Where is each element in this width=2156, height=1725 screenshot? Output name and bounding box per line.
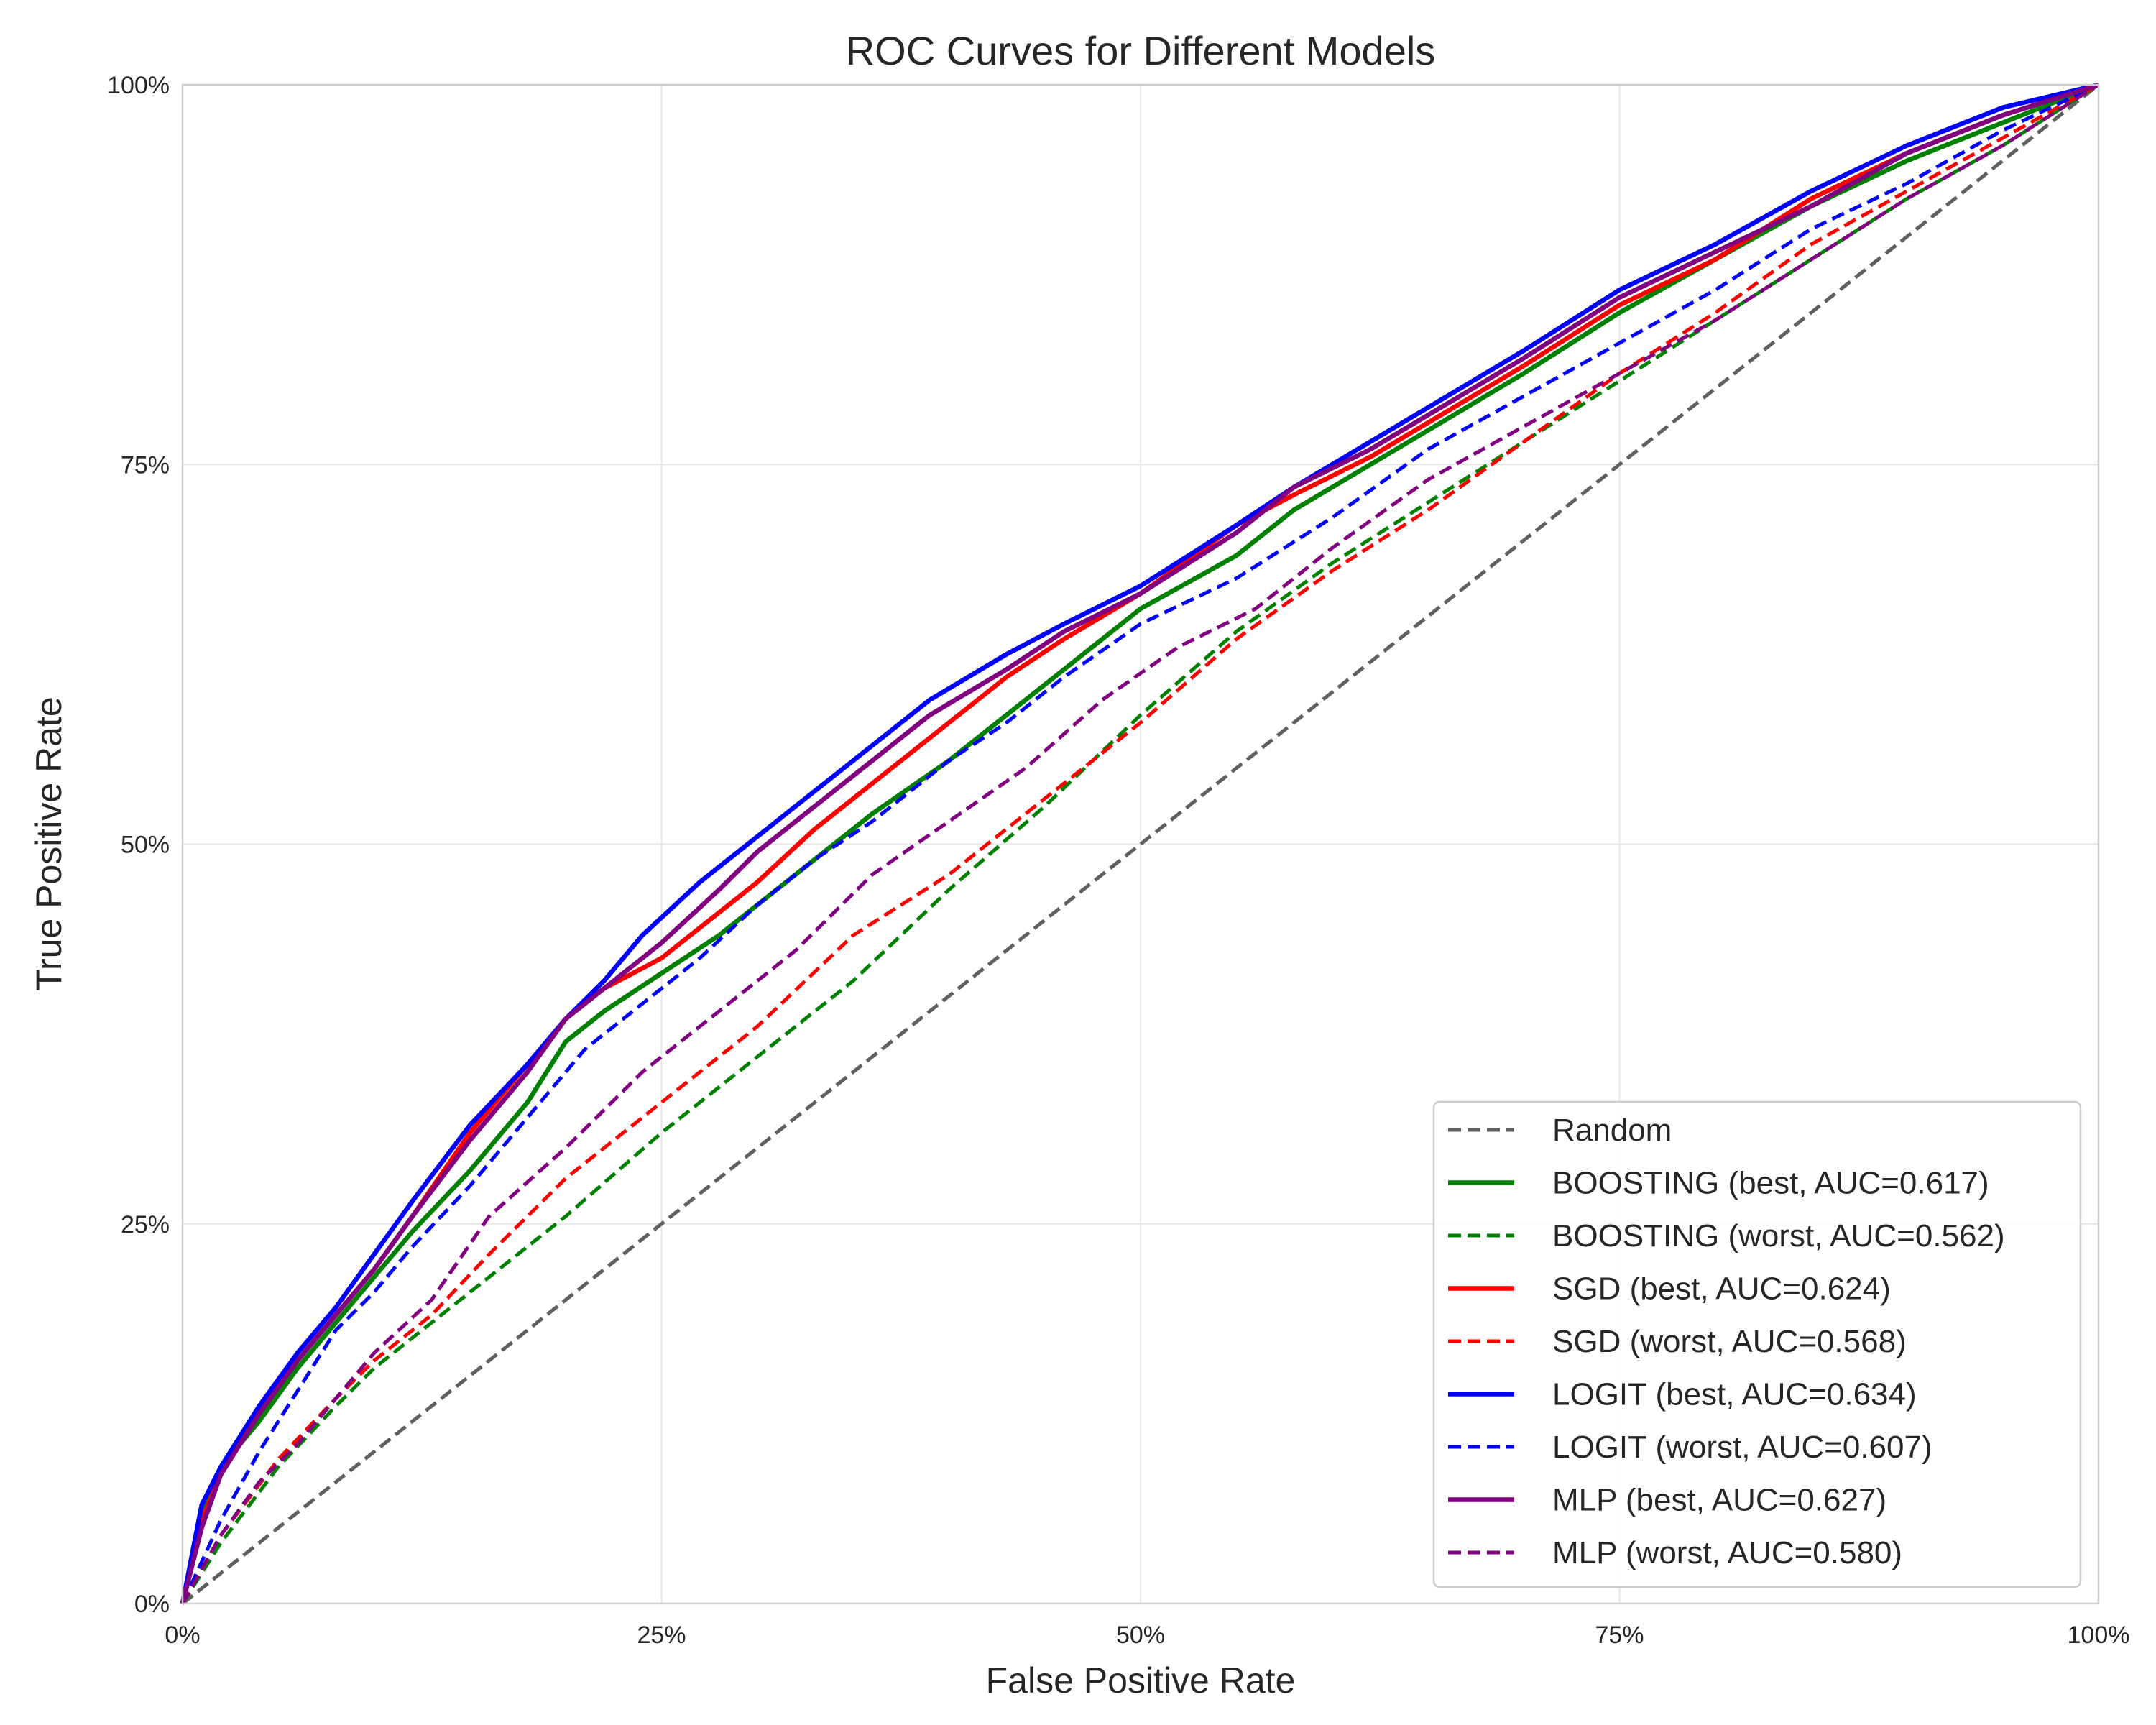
y-tick-label: 100%: [107, 72, 170, 99]
series-lines: [180, 82, 2100, 1605]
series-line-logit-worst-auc-0-607: [180, 83, 2100, 1605]
legend-label: SGD (worst, AUC=0.568): [1552, 1324, 1907, 1359]
tick-labels: 0% 25% 50% 75% 100% 0% 25% 50% 75% 100%: [107, 72, 2129, 1649]
series-line-mlp-worst-auc-0-580: [180, 83, 2100, 1605]
x-tick-label: 25%: [637, 1622, 686, 1649]
legend-label: SGD (best, AUC=0.624): [1552, 1271, 1891, 1307]
plot-frame: [181, 83, 2100, 1605]
y-tick-label: 50%: [121, 832, 170, 859]
x-tick-label: 0%: [165, 1622, 200, 1649]
y-axis-label: True Positive Rate: [29, 696, 69, 990]
y-tick-label: 25%: [121, 1211, 170, 1238]
series-line-boosting-best-auc-0-617: [180, 82, 2100, 1604]
y-tick-label: 0%: [134, 1591, 170, 1618]
legend-label: MLP (best, AUC=0.627): [1552, 1483, 1886, 1518]
legend-label: BOOSTING (best, AUC=0.617): [1552, 1166, 1989, 1201]
legend: Random BOOSTING (best, AUC=0.617) BOOSTING…: [1432, 1100, 2082, 1588]
x-tick-label: 50%: [1116, 1622, 1165, 1649]
chart-title: ROC Curves for Different Models: [846, 28, 1436, 73]
legend-label: LOGIT (best, AUC=0.634): [1552, 1377, 1917, 1412]
series-line-sgd-worst-auc-0-568: [180, 83, 2100, 1605]
x-tick-label: 100%: [2068, 1622, 2130, 1649]
legend-label: Random: [1552, 1113, 1672, 1148]
x-tick-label: 75%: [1595, 1622, 1644, 1649]
series-line-mlp-best-auc-0-627: [180, 82, 2099, 1604]
x-axis-label: False Positive Rate: [986, 1660, 1296, 1701]
y-tick-label: 75%: [121, 451, 170, 479]
legend-label: LOGIT (worst, AUC=0.607): [1552, 1430, 1932, 1465]
legend-label: BOOSTING (worst, AUC=0.562): [1552, 1218, 2005, 1254]
legend-box: [1432, 1100, 2082, 1588]
series-line-logit-best-auc-0-634: [180, 82, 2099, 1604]
legend-label: MLP (worst, AUC=0.580): [1552, 1535, 1902, 1570]
